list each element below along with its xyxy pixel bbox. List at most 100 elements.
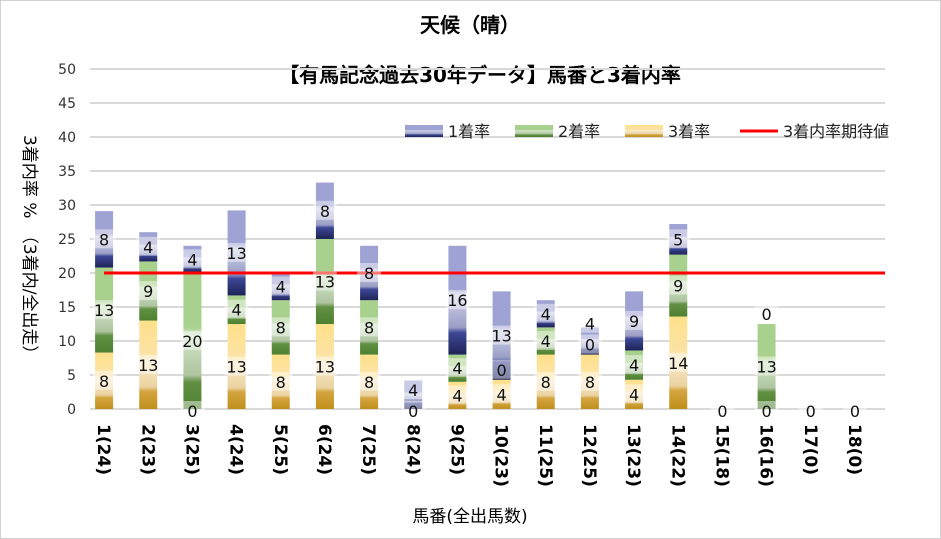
data-label: 0 <box>717 402 727 421</box>
data-label-background <box>357 317 382 337</box>
data-label: 0 <box>806 402 816 421</box>
data-label-background <box>224 356 249 376</box>
data-label-background <box>92 300 117 320</box>
x-tick-label: 4(24) <box>226 424 246 475</box>
data-label: 4 <box>585 315 595 334</box>
data-label-background <box>224 242 249 262</box>
bar-segment <box>95 211 114 268</box>
data-label-background <box>445 290 470 310</box>
data-label: 0 <box>187 402 197 421</box>
data-label: 20 <box>182 332 202 351</box>
bar-segment <box>271 354 290 409</box>
legend-swatch <box>515 125 553 137</box>
y-tick-label: 20 <box>58 266 76 282</box>
data-label-background <box>180 331 205 350</box>
y-tick-label: 50 <box>58 62 76 78</box>
x-tick-label: 6(24) <box>314 424 334 475</box>
bar-segment <box>227 324 246 409</box>
bar-segment <box>315 239 334 324</box>
data-label-background <box>357 263 382 282</box>
data-label-background <box>622 310 647 330</box>
x-tick-label: 14(22) <box>667 424 687 487</box>
bar-segment <box>669 316 688 409</box>
data-label-background <box>224 299 249 319</box>
data-label: 4 <box>231 301 241 320</box>
bar-segment <box>139 261 158 321</box>
bar-segment <box>536 354 555 409</box>
bar-segment <box>183 273 202 409</box>
data-label-background <box>798 401 823 420</box>
x-tick-label: 5(25) <box>270 424 290 475</box>
data-label-background <box>268 276 293 296</box>
data-label-background <box>136 236 161 256</box>
x-tick-label: 11(25) <box>535 424 555 487</box>
data-label: 13 <box>94 301 114 320</box>
data-label: 0 <box>761 305 771 324</box>
bar-segment <box>139 320 158 409</box>
data-label-background <box>577 371 602 391</box>
data-label: 8 <box>364 373 374 392</box>
legend-swatch <box>625 125 663 137</box>
data-label-background <box>622 384 647 404</box>
data-label: 4 <box>541 332 551 351</box>
data-label: 0 <box>850 402 860 421</box>
data-label-background <box>533 331 558 350</box>
data-label-background <box>136 281 161 301</box>
data-label-background <box>666 229 691 249</box>
bar-segment <box>271 300 290 355</box>
y-tick-label: 5 <box>67 368 76 384</box>
bar-segment <box>315 324 334 409</box>
data-label-background <box>666 275 691 295</box>
data-label-background <box>489 325 514 345</box>
data-label: 13 <box>315 273 335 292</box>
x-axis-label: 馬番(全出馬数) <box>412 507 527 527</box>
bar-segment <box>536 327 555 355</box>
bar-segment <box>448 381 467 409</box>
data-label-background <box>312 356 337 376</box>
y-tick-label: 30 <box>58 198 76 214</box>
data-label: 4 <box>187 250 197 269</box>
data-label: 8 <box>541 373 551 392</box>
x-tick-label: 13(23) <box>623 424 643 487</box>
data-label-background <box>357 371 382 391</box>
legend-swatch <box>405 125 443 137</box>
legend-label: 2着率 <box>558 122 600 141</box>
bar-segment <box>625 291 644 351</box>
data-label-background <box>754 356 779 376</box>
x-tick-label: 18(0) <box>844 424 864 475</box>
x-tick-label: 8(24) <box>402 424 422 475</box>
y-tick-label: 25 <box>58 232 76 248</box>
data-label-background <box>533 303 558 323</box>
y-tick-label: 45 <box>58 96 76 112</box>
bar-segment <box>183 245 202 273</box>
x-tick-label: 10(23) <box>491 424 511 487</box>
data-label: 13 <box>756 358 776 377</box>
y-tick-label: 40 <box>58 130 76 146</box>
data-label-background <box>268 371 293 391</box>
data-label-background <box>401 380 426 399</box>
bar-segment <box>139 232 158 262</box>
data-label: 13 <box>226 244 246 263</box>
bar-segment <box>360 354 379 409</box>
legend-label: 3着率 <box>668 122 710 141</box>
bar-segment <box>315 182 334 239</box>
data-label: 0 <box>585 336 595 355</box>
data-label: 8 <box>99 230 109 249</box>
bar-segment <box>227 295 246 324</box>
data-label-background <box>401 401 426 420</box>
data-label: 4 <box>408 381 418 400</box>
data-label-background <box>180 249 205 269</box>
bar-segment <box>625 350 644 380</box>
data-label: 4 <box>143 238 153 257</box>
bar-segment <box>448 354 467 382</box>
data-label-background <box>754 304 779 323</box>
data-label: 8 <box>585 373 595 392</box>
legend-label: 3着内率期待値 <box>783 122 889 141</box>
bar-segment <box>492 379 511 409</box>
bar-segment <box>757 324 776 409</box>
data-label: 8 <box>364 318 374 337</box>
data-label-background <box>312 271 337 291</box>
data-label-background <box>754 401 779 420</box>
data-label: 4 <box>452 359 462 378</box>
y-tick-label: 0 <box>67 402 76 418</box>
